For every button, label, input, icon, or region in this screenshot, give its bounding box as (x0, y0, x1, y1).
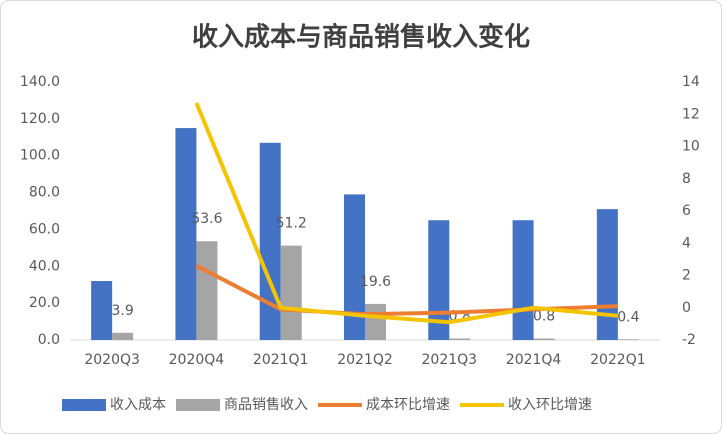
bar (533, 338, 555, 340)
legend-label: 商品销售收入 (224, 397, 308, 413)
bar (449, 338, 471, 340)
y-tick-label: 40.0 (29, 258, 60, 274)
bar (91, 281, 113, 340)
x-tick-label: 2021Q3 (422, 352, 478, 368)
x-tick-label: 2021Q1 (253, 352, 309, 368)
y2-tick-label: 10 (682, 139, 700, 155)
y-tick-label: 100.0 (20, 148, 60, 164)
data-label: 53.6 (191, 211, 222, 227)
bar (596, 209, 618, 340)
chart-title: 收入成本与商品销售收入变化 (192, 22, 530, 53)
y2-tick-label: 8 (682, 171, 691, 187)
y2-tick-label: 12 (682, 106, 700, 122)
y2-tick-label: 6 (682, 203, 691, 219)
bar (259, 142, 281, 340)
legend-swatch (176, 399, 220, 411)
x-tick-label: 2021Q4 (506, 352, 562, 368)
data-label: 3.9 (112, 303, 134, 319)
bar (617, 339, 639, 340)
line (194, 102, 619, 325)
bar (175, 128, 197, 340)
data-label: 19.6 (360, 274, 391, 290)
bar (196, 241, 218, 340)
y2-tick-label: 2 (682, 268, 691, 284)
x-tick-label: 2020Q3 (84, 352, 140, 368)
legend-swatch (62, 399, 106, 411)
bar (512, 220, 534, 340)
y2-tick-label: 0 (682, 300, 691, 316)
y2-tick-label: 14 (682, 74, 700, 90)
bar (280, 245, 302, 340)
y2-tick-label: -2 (682, 332, 696, 348)
y-tick-label: 0.0 (38, 332, 60, 348)
y-tick-label: 60.0 (29, 221, 60, 237)
bar (112, 332, 134, 340)
x-tick-label: 2022Q1 (590, 352, 646, 368)
data-label: 51.2 (276, 216, 307, 232)
bar (344, 194, 365, 340)
legend-label: 成本环比增速 (366, 397, 450, 413)
data-label: 0.4 (617, 309, 639, 325)
y-tick-label: 20.0 (29, 295, 60, 311)
y-tick-label: 120.0 (20, 111, 60, 127)
y-tick-label: 80.0 (29, 185, 60, 201)
bar (428, 220, 450, 340)
data-label: 0.8 (533, 309, 555, 325)
legend-label: 收入环比增速 (508, 397, 592, 413)
x-tick-label: 2021Q2 (337, 352, 393, 368)
y2-tick-label: 4 (682, 235, 691, 251)
bar (365, 303, 386, 340)
legend-label: 收入成本 (110, 397, 166, 413)
y-tick-label: 140.0 (20, 74, 60, 90)
x-tick-label: 2020Q4 (169, 352, 225, 368)
